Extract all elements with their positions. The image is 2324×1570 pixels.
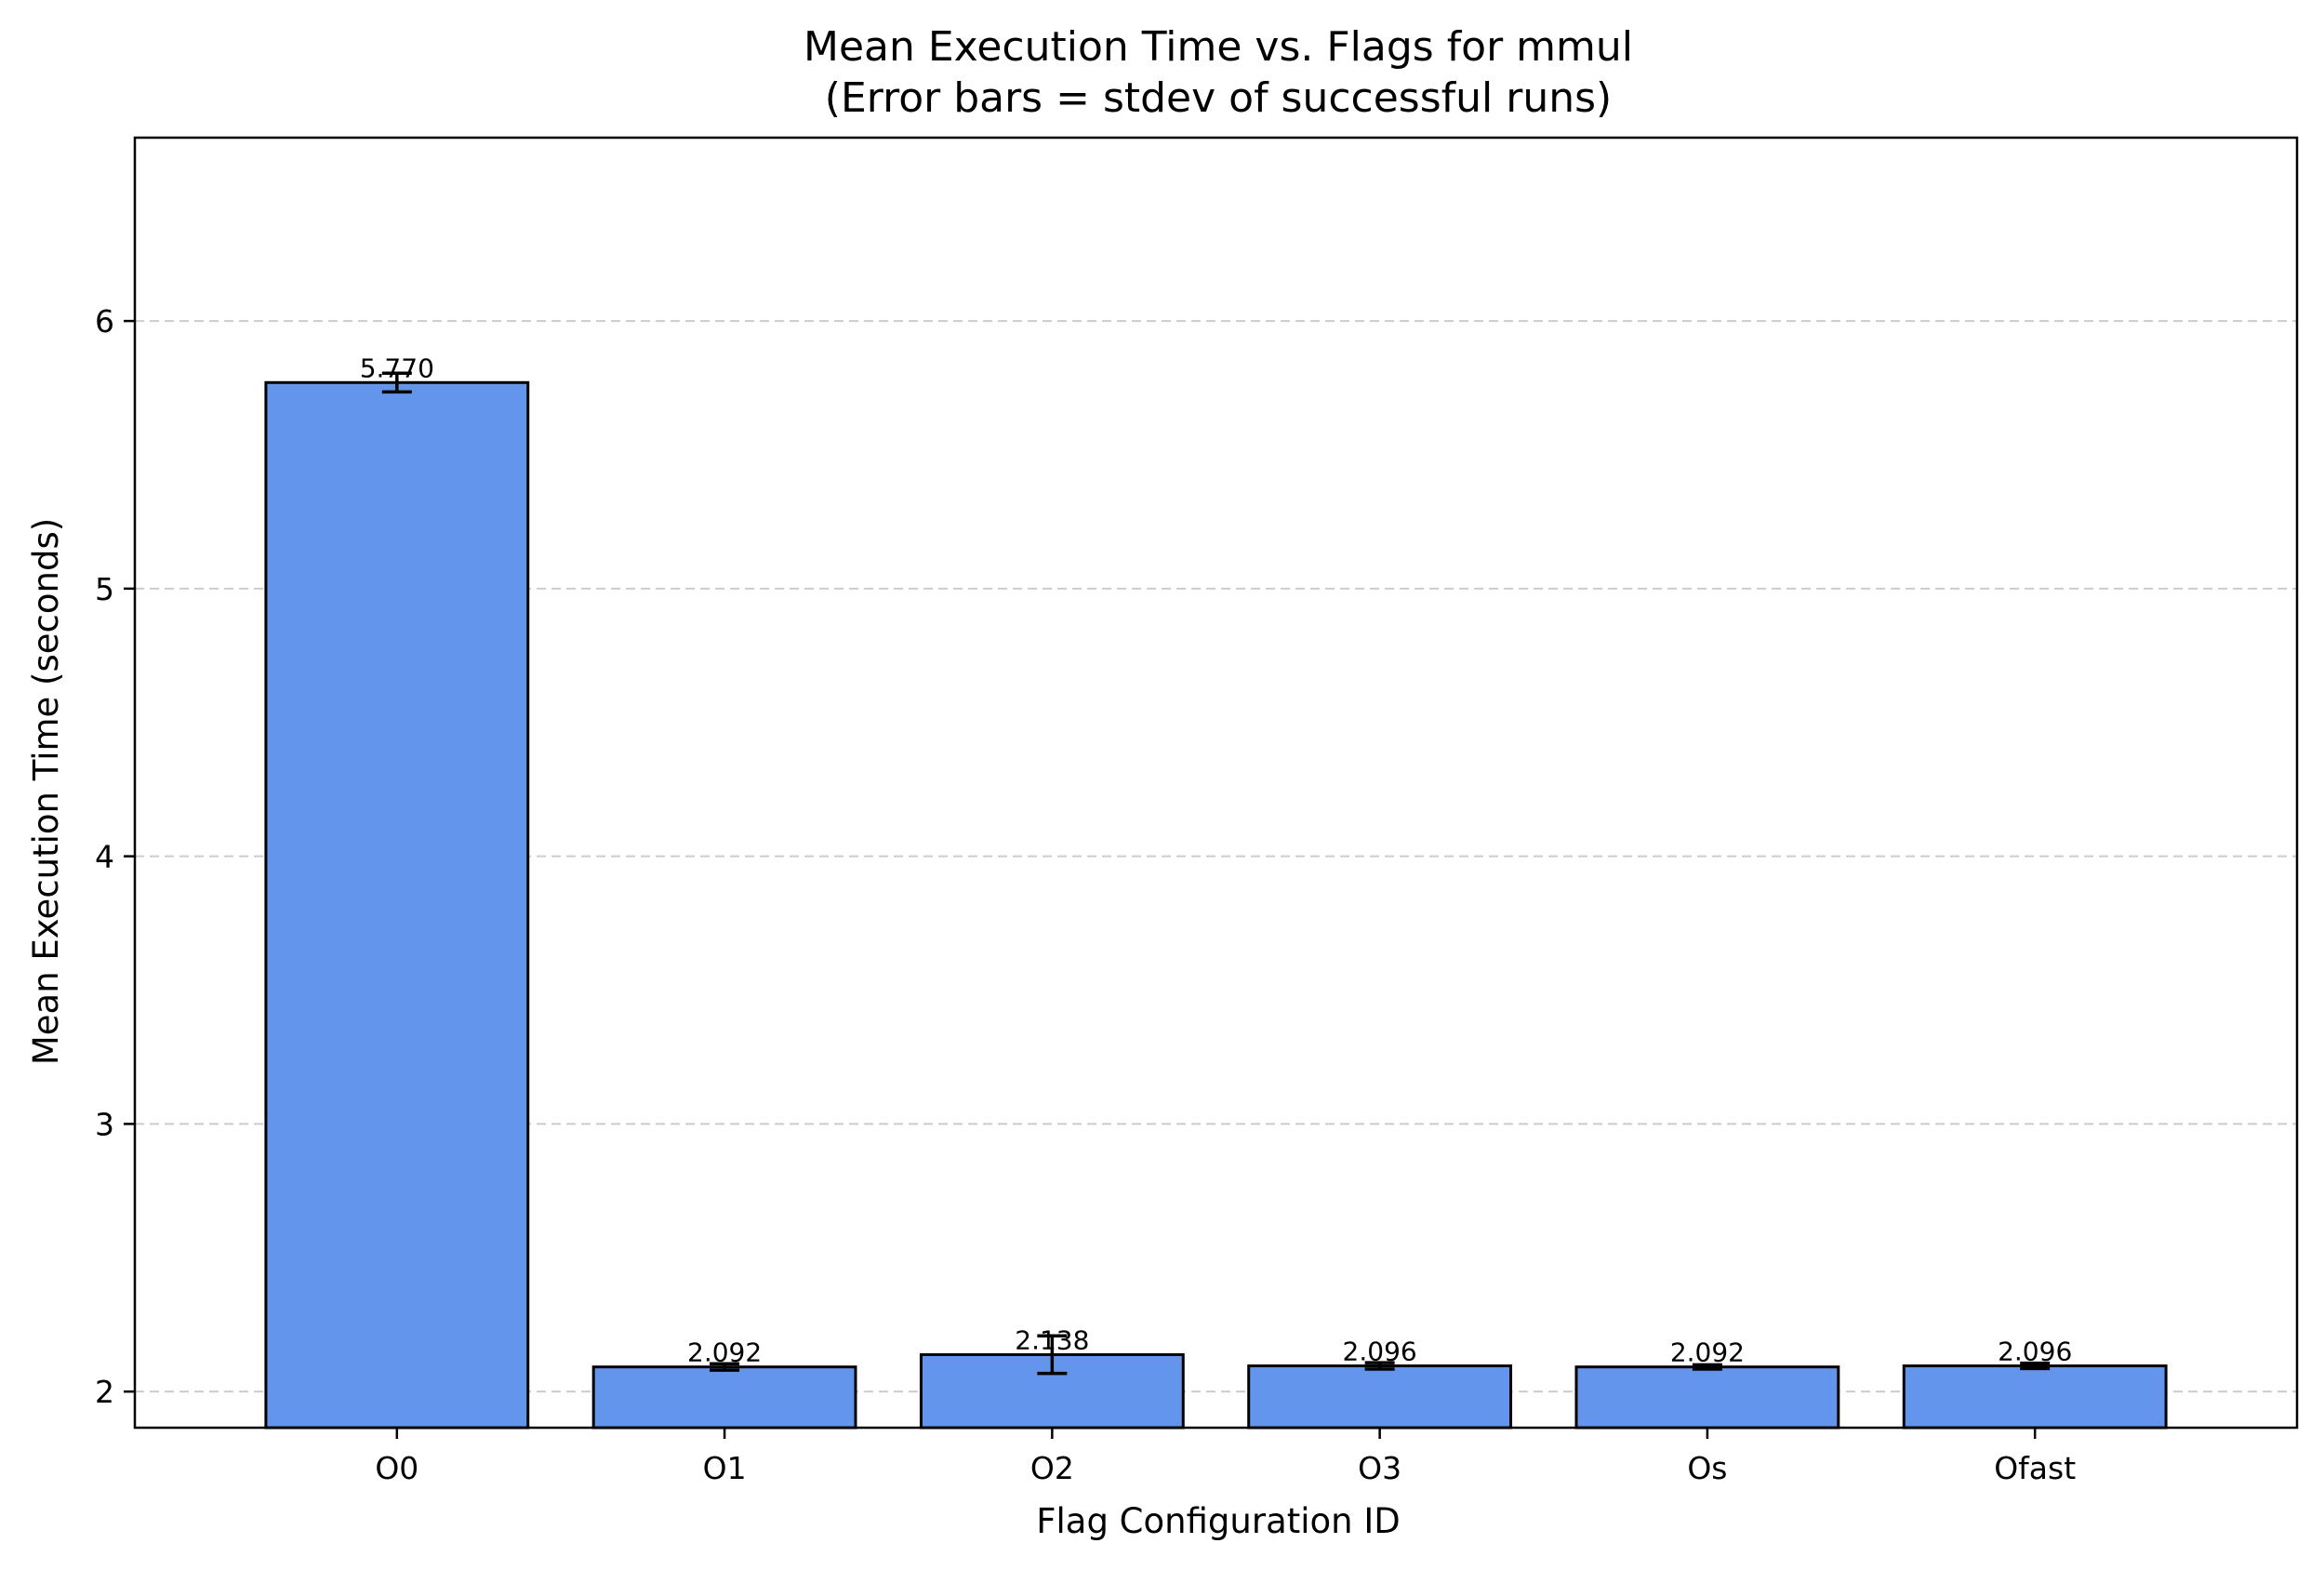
data-label: 2.092 — [687, 1337, 762, 1368]
x-axis-label: Flag Configuration ID — [1036, 1501, 1401, 1541]
y-tick-label: 3 — [95, 1106, 114, 1142]
plot-frame — [133, 136, 2299, 1430]
data-labels: 5.770 2.092 2.138 2.096 2.092 2.096 — [360, 353, 2073, 1367]
x-tick-label: Os — [1687, 1450, 1727, 1486]
y-tick-label: 2 — [95, 1374, 114, 1410]
x-tick-label: Ofast — [1994, 1450, 2076, 1486]
bar-Os — [1574, 1365, 1840, 1430]
data-label: 2.138 — [1015, 1324, 1089, 1355]
x-tick-label: O3 — [1358, 1450, 1401, 1486]
bar-O3 — [1247, 1364, 1513, 1430]
bars — [264, 371, 2168, 1430]
axes: 2 3 4 5 6 O0 O1 O2 O3 Os Ofast — [95, 136, 2299, 1486]
bar-O1 — [591, 1365, 857, 1430]
x-tick-label: O2 — [1030, 1450, 1074, 1486]
data-label: 5.770 — [360, 353, 434, 383]
data-label: 2.092 — [1670, 1337, 1745, 1368]
y-tick-label: 5 — [95, 571, 114, 607]
chart-title: Mean Execution Time vs. Flags for mmul — [803, 23, 1633, 71]
y-tick-label: 4 — [95, 839, 114, 875]
data-label: 2.096 — [1343, 1337, 1417, 1367]
y-axis-label: Mean Execution Time (seconds) — [26, 518, 66, 1065]
bar-Ofast — [1902, 1364, 2168, 1430]
x-tick-label: O0 — [375, 1450, 418, 1486]
y-tick-label: 6 — [95, 303, 114, 339]
chart-subtitle: (Error bars = stdev of successful runs) — [825, 74, 1612, 122]
bar-O0 — [264, 380, 530, 1430]
data-label: 2.096 — [1998, 1337, 2072, 1367]
x-tick-label: O1 — [703, 1450, 747, 1486]
